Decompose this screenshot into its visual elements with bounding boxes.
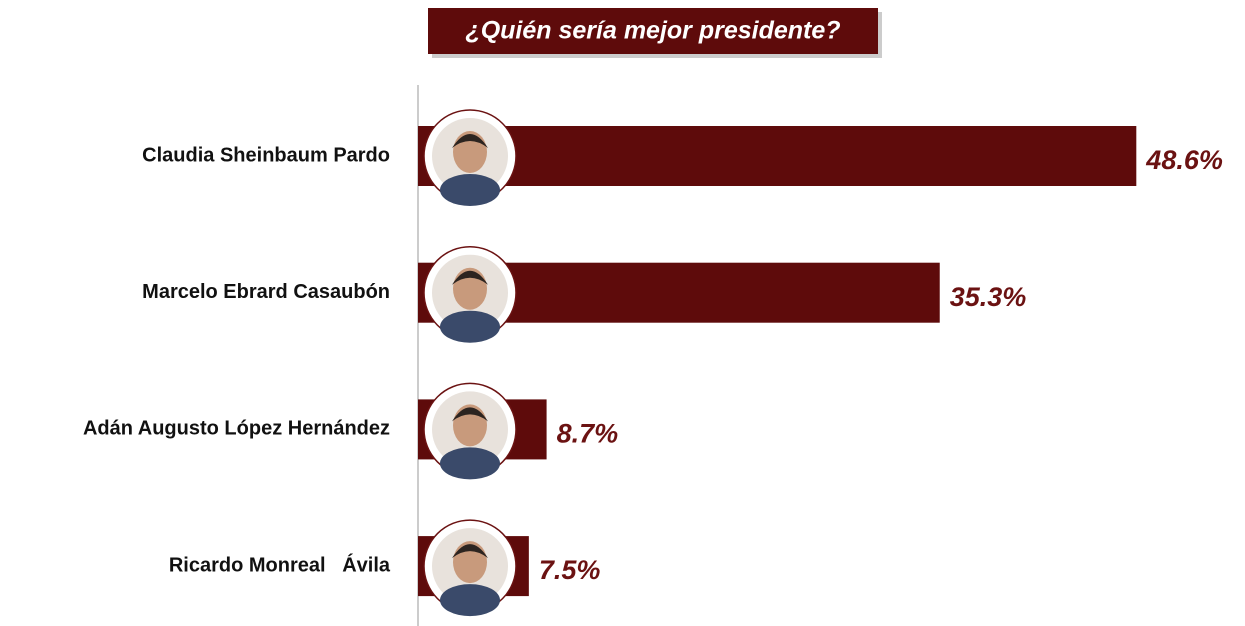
category-label: Marcelo Ebrard Casaubón <box>142 281 390 303</box>
portrait-body <box>440 584 500 617</box>
portrait-hair <box>452 134 488 148</box>
value-label: 7.5% <box>539 555 601 585</box>
value-label: 35.3% <box>950 282 1027 312</box>
category-label: Claudia Sheinbaum Pardo <box>142 144 390 166</box>
category-label: Ricardo Monreal Ávila <box>169 553 391 576</box>
category-label: Adán Augusto López Hernández <box>83 418 390 440</box>
portrait-hair <box>452 270 488 285</box>
value-label: 8.7% <box>557 419 619 449</box>
title-box <box>428 8 878 54</box>
portrait-body <box>440 447 500 480</box>
portrait-hair <box>452 407 488 422</box>
bar <box>418 126 1137 186</box>
portrait-body <box>440 174 500 206</box>
chart-title: ¿Quién sería mejor presidente? <box>465 17 840 45</box>
value-label: 48.6% <box>1145 145 1223 175</box>
portrait-body <box>440 310 500 343</box>
portrait-hair <box>452 544 488 559</box>
